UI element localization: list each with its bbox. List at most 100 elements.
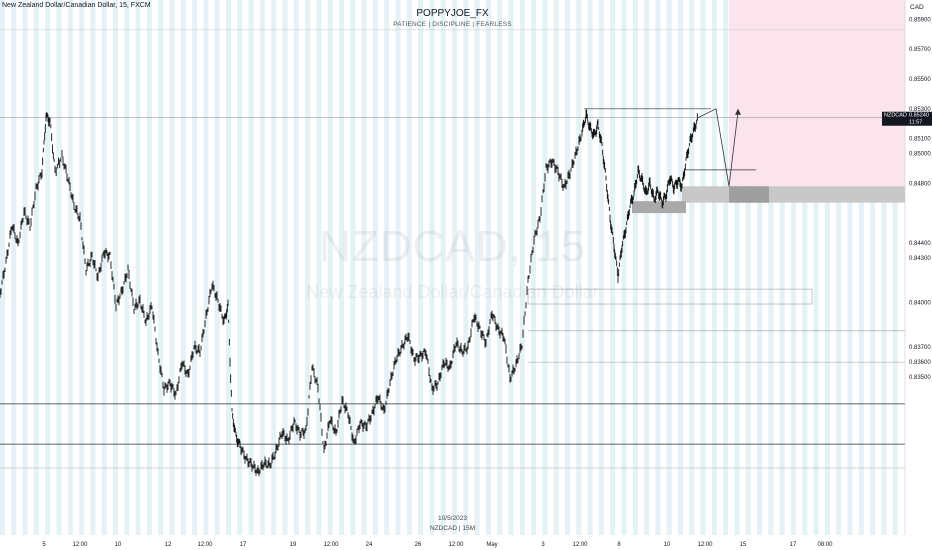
current-price-symbol: NZDCAD [884, 113, 907, 119]
session-stripe [67, 0, 73, 535]
session-stripe [474, 0, 480, 535]
session-stripe [508, 0, 514, 535]
x-tick-label: 8 [617, 542, 621, 548]
session-stripe [79, 0, 85, 535]
x-tick-label: 24 [366, 542, 373, 548]
session-stripe [757, 0, 763, 535]
session-stripe [824, 0, 830, 535]
session-stripe [802, 0, 808, 535]
session-stripe [361, 0, 367, 535]
session-stripe [11, 0, 17, 535]
x-tick-label: 08:00 [817, 542, 833, 548]
y-tick-label: 0.85900 [909, 17, 931, 23]
session-stripe [553, 0, 559, 535]
x-tick-label: 12 [165, 542, 172, 548]
session-stripe [870, 0, 876, 535]
x-tick-label: 15 [740, 542, 747, 548]
symbol-header: New Zealand Dollar/Canadian Dollar, 15, … [2, 2, 151, 9]
session-stripe [90, 0, 96, 535]
session-stripe [452, 0, 457, 535]
session-stripe [101, 0, 107, 535]
y-tick-label: 0.85500 [909, 77, 931, 83]
footer-symbol: NZDCAD | 15M [429, 525, 476, 532]
session-stripe [655, 0, 661, 535]
session-stripe [463, 0, 469, 535]
session-stripe [372, 0, 378, 535]
demand-zone-low [632, 201, 686, 214]
session-stripe [192, 0, 198, 535]
session-stripe [180, 0, 186, 535]
session-stripe [350, 0, 356, 535]
watermark-description: New Zealand Dollar/Canadian Dollar [306, 282, 599, 302]
session-stripe [791, 0, 796, 535]
price-axis [905, 0, 932, 535]
y-tick-label: 0.85700 [909, 47, 931, 53]
projection-path [697, 108, 739, 187]
x-tick-label: 12:00 [572, 542, 588, 548]
session-stripe [384, 0, 390, 535]
y-tick-label: 0.85300 [909, 107, 931, 113]
session-stripe [745, 0, 751, 535]
x-tick-label: 17 [240, 542, 247, 548]
session-stripe [203, 0, 209, 535]
y-tick-label: 0.83600 [909, 360, 931, 366]
session-stripe [259, 0, 265, 535]
y-tick-label: 0.84800 [909, 181, 931, 187]
session-stripe [700, 0, 706, 535]
x-tick-label: 12:00 [197, 542, 213, 548]
session-stripe [666, 0, 672, 535]
session-stripe [271, 0, 277, 535]
session-stripe [768, 0, 774, 535]
session-stripe [565, 0, 570, 535]
y-tick-label: 0.83500 [909, 375, 931, 381]
current-price-value: 0.85240 [909, 113, 929, 119]
session-stripe [892, 0, 898, 535]
x-tick-label: 12:00 [697, 542, 713, 548]
session-stripe [610, 0, 616, 535]
session-stripe [56, 0, 62, 535]
session-stripe [519, 0, 525, 535]
session-stripe [644, 0, 650, 535]
session-stripe [339, 0, 344, 535]
y-tick-label: 0.85000 [909, 151, 931, 157]
session-stripe [282, 0, 288, 535]
session-stripe [45, 0, 51, 535]
session-stripe [124, 0, 130, 535]
session-stripe [587, 0, 593, 535]
projection-arrow-head [735, 108, 741, 115]
session-stripe [485, 0, 491, 535]
current-price-tag [882, 111, 932, 126]
x-tick-label: 3 [541, 542, 545, 548]
y-tick-label: 0.84400 [909, 241, 931, 247]
chart-subtitle: PATIENCE | DISCIPLINE | FEARLESS [393, 21, 512, 28]
session-stripe [531, 0, 537, 535]
session-stripe [836, 0, 842, 535]
x-tick-label: 12:00 [448, 542, 464, 548]
session-stripe [418, 0, 424, 535]
session-stripe [0, 0, 5, 535]
y-tick-label: 0.84000 [909, 301, 931, 307]
session-stripe [248, 0, 254, 535]
current-price-countdown: 11:57 [909, 120, 922, 126]
session-stripe [406, 0, 412, 535]
session-stripe [689, 0, 695, 535]
session-stripe [214, 0, 220, 535]
session-stripe [429, 0, 435, 535]
x-tick-label: 19 [290, 542, 297, 548]
session-stripe [734, 0, 740, 535]
session-stripe [858, 0, 864, 535]
session-stripe [22, 0, 28, 535]
session-stripe [723, 0, 729, 535]
y-tick-label: 0.85100 [909, 137, 931, 143]
session-stripe [576, 0, 582, 535]
demand-zone-core [729, 186, 769, 203]
currency-label: CAD [910, 4, 924, 11]
session-stripe [226, 0, 231, 535]
session-stripe [678, 0, 683, 535]
session-stripe [33, 0, 39, 535]
demand-zone [682, 186, 905, 203]
session-stripe [598, 0, 604, 535]
session-stripe [440, 0, 446, 535]
session-stripe [632, 0, 638, 535]
